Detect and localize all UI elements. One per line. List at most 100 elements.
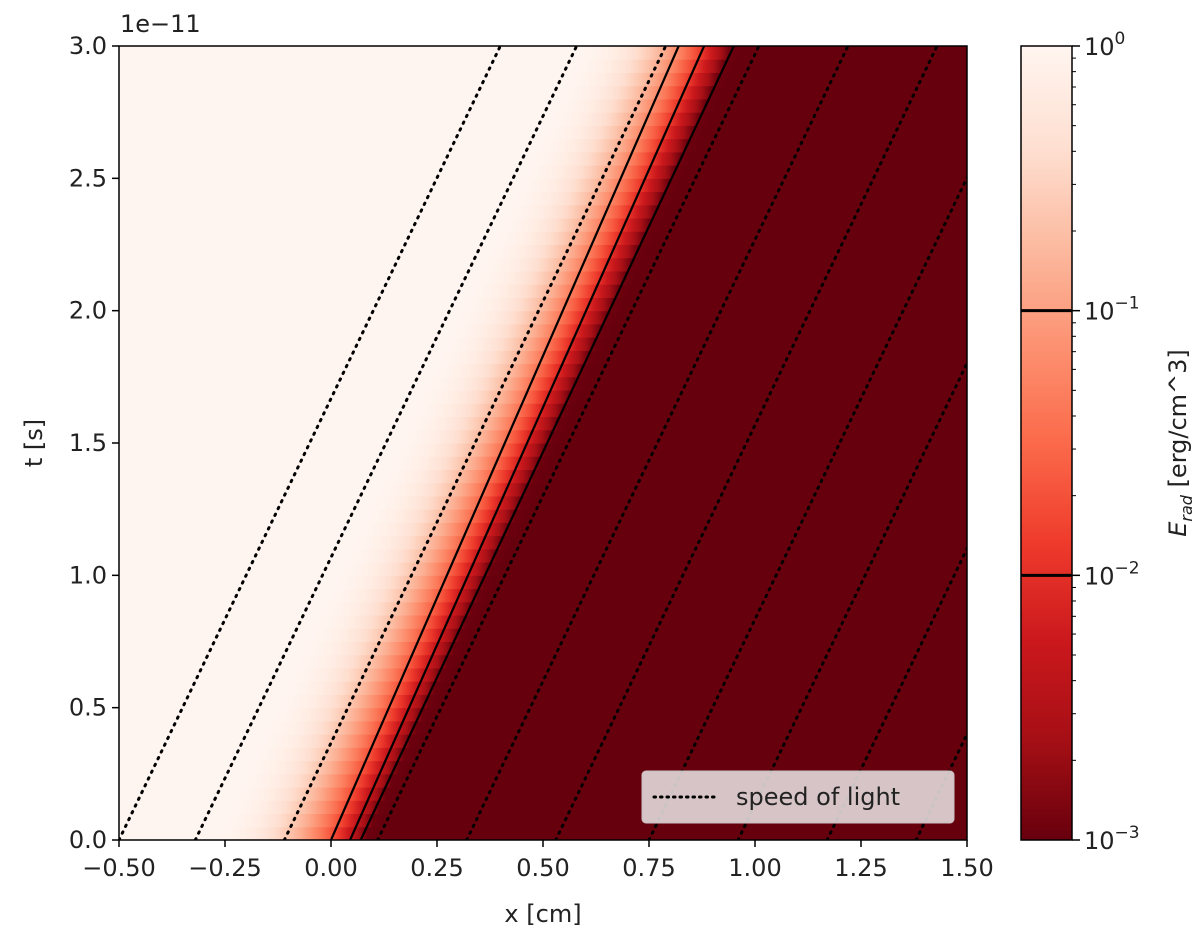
x-tick-label: 0.75	[622, 854, 675, 882]
heatmap-row	[119, 310, 967, 325]
colorbar-tick-label: 10−3	[1084, 823, 1140, 855]
heatmap-row	[119, 376, 967, 391]
heatmap-row	[119, 336, 967, 351]
heatmap-row	[119, 124, 967, 140]
heatmap-row	[119, 177, 967, 193]
contour-line-0.01	[349, 46, 706, 840]
heatmap-row	[119, 641, 967, 656]
colorbar-label-subscript: rad	[1177, 494, 1196, 521]
heatmap-row	[119, 521, 967, 537]
x-tick-label: −0.25	[188, 854, 262, 882]
y-axis-label: t [s]	[20, 419, 48, 467]
heatmap-row	[119, 363, 967, 378]
contour-line-0.001	[359, 46, 735, 840]
heatmap-row	[119, 707, 967, 722]
heatmap-row	[119, 151, 967, 166]
x-tick-label: 1.25	[834, 854, 887, 882]
colorbar-label-unit: [erg/cm^3]	[1164, 349, 1192, 495]
legend-box	[641, 770, 955, 824]
colorbar-tick-label: 10−1	[1084, 294, 1140, 326]
y-tick-label: 1.5	[69, 429, 107, 457]
heatmap-row	[119, 389, 967, 404]
heatmap-row	[119, 667, 967, 682]
plot-area	[119, 46, 967, 840]
heatmap-row	[119, 614, 967, 629]
heatmap-row	[119, 257, 967, 272]
speed-of-light-line	[376, 46, 761, 840]
colorbar: 10−3 10−2 10−1 100 Erad [erg/cm^3]	[1020, 29, 1196, 855]
heatmap-row	[119, 455, 967, 470]
y-axis-ticks: 0.0 0.5 1.0 1.5 2.0 2.5 3.0	[69, 32, 119, 854]
heatmap-row	[119, 323, 967, 338]
y-axis-offset-text: 1e−11	[120, 10, 201, 38]
heatmap-row	[119, 71, 967, 87]
colorbar-ticks: 10−3 10−2 10−1 100	[1072, 29, 1140, 855]
x-axis-ticks: −0.50 −0.25 0.00 0.25 0.50 0.75 1.00 1.25 1.50	[82, 840, 994, 882]
y-tick-label: 1.0	[69, 561, 107, 589]
y-tick-label: 2.0	[69, 297, 107, 325]
speed-of-light-line	[554, 46, 939, 840]
heatmap-row	[119, 296, 967, 312]
heatmap-row	[119, 720, 967, 735]
heatmap-row	[119, 826, 967, 840]
speed-of-light-line	[465, 46, 850, 840]
heatmap-row	[119, 746, 967, 762]
heatmap-row	[119, 46, 967, 60]
heatmap-row	[119, 574, 967, 590]
heatmap-row	[119, 468, 967, 484]
heatmap-row	[119, 680, 967, 695]
heatmap-row	[119, 535, 967, 550]
x-tick-label: 0.25	[410, 854, 463, 882]
colorbar-frame	[1020, 45, 1073, 841]
y-tick-label: 3.0	[69, 32, 107, 60]
heatmap-row	[119, 191, 967, 206]
heatmap-row	[119, 58, 967, 73]
heatmap-row	[119, 482, 967, 497]
heatmap	[119, 46, 967, 840]
heatmap-row	[119, 508, 967, 523]
colorbar-tick-label: 10−2	[1084, 558, 1140, 590]
heatmap-row	[119, 164, 967, 179]
x-tick-label: 0.50	[516, 854, 569, 882]
y-tick-label: 2.5	[69, 164, 107, 192]
heatmap-row	[119, 270, 967, 285]
heatmap-row	[119, 654, 967, 669]
colorbar-label: Erad [erg/cm^3]	[1164, 349, 1196, 537]
y-tick-label: 0.0	[69, 826, 107, 854]
legend-label: speed of light	[736, 783, 900, 811]
heatmap-row	[119, 733, 967, 748]
heatmap-row	[119, 429, 967, 444]
speed-of-light-line	[282, 46, 668, 840]
contour-lines	[329, 46, 735, 840]
speed-of-light-line	[119, 46, 502, 840]
y-tick-label: 0.5	[69, 694, 107, 722]
heatmap-row	[119, 230, 967, 245]
heatmap-row	[119, 416, 967, 431]
heatmap-row	[119, 111, 967, 126]
heatmap-row	[119, 204, 967, 219]
colorbar-contour-marks	[1021, 309, 1072, 577]
legend: speed of light	[641, 770, 955, 824]
heatmap-row	[119, 217, 967, 232]
heatmap-row	[119, 495, 967, 510]
heatmap-row	[119, 693, 967, 709]
heatmap-row	[119, 244, 967, 259]
heatmap-row	[119, 98, 967, 113]
heatmap-row	[119, 601, 967, 616]
heatmap-row	[119, 138, 967, 153]
heatmap-row	[119, 588, 967, 603]
heatmap-row	[119, 85, 967, 100]
speed-of-light-line	[193, 46, 579, 840]
x-axis-label: x [cm]	[504, 900, 581, 928]
x-tick-label: 0.00	[304, 854, 357, 882]
contour-line-0.1	[329, 46, 680, 840]
heatmap-row	[119, 283, 967, 298]
heatmap-row	[119, 548, 967, 563]
colorbar-tick-label: 100	[1084, 29, 1125, 61]
x-tick-label: 1.50	[940, 854, 993, 882]
x-tick-label: 1.00	[728, 854, 781, 882]
x-tick-label: −0.50	[82, 854, 156, 882]
heatmap-row	[119, 561, 967, 576]
colorbar-gradient	[1021, 46, 1072, 840]
